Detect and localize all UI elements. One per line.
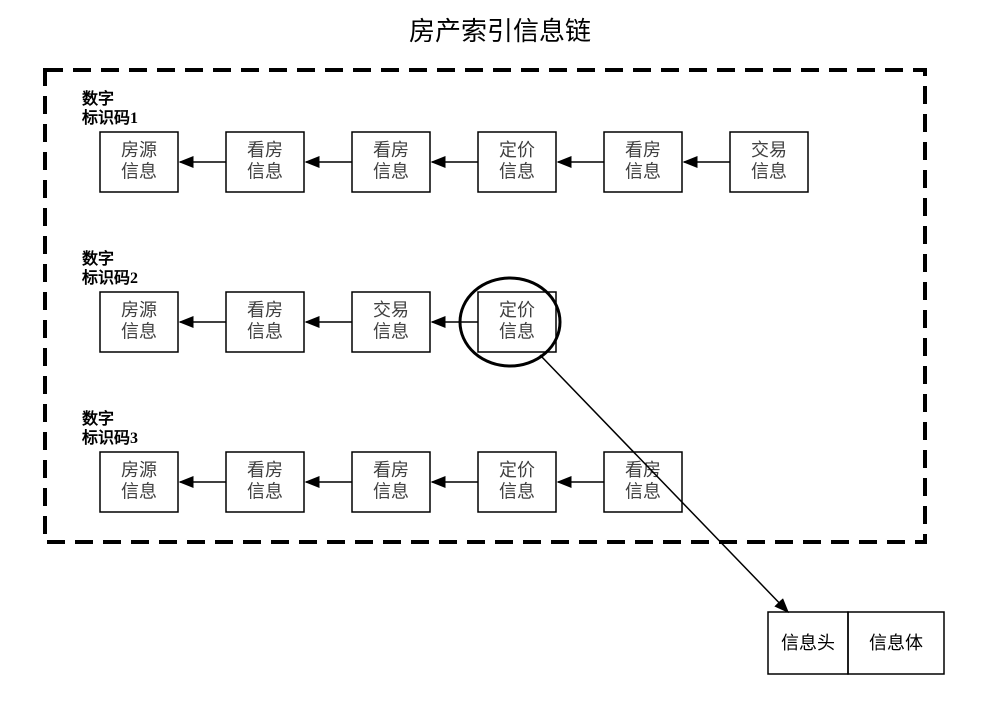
- node-text: 交易信息: [751, 140, 787, 182]
- node-text: 看房信息: [247, 460, 283, 502]
- node-chain2-1: 房源信息: [100, 292, 178, 352]
- node-chain3-1: 房源信息: [100, 452, 178, 512]
- node-text: 交易信息: [373, 300, 409, 342]
- node-text: 房源信息: [121, 140, 157, 182]
- node-chain1-6: 交易信息: [730, 132, 808, 192]
- node-chain2-2: 看房信息: [226, 292, 304, 352]
- node-chain2-3: 交易信息: [352, 292, 430, 352]
- node-text: 看房信息: [625, 140, 661, 182]
- node-chain3-3: 看房信息: [352, 452, 430, 512]
- node-chain3-2: 看房信息: [226, 452, 304, 512]
- info-head-label: 信息头: [781, 633, 835, 653]
- node-chain1-2: 看房信息: [226, 132, 304, 192]
- node-chain1-1: 房源信息: [100, 132, 178, 192]
- node-chain1-4: 定价信息: [478, 132, 556, 192]
- node-chain3-4: 定价信息: [478, 452, 556, 512]
- node-chain2-4: 定价信息: [478, 292, 556, 352]
- diagram-title: 房产索引信息链: [409, 17, 591, 46]
- node-text: 房源信息: [121, 460, 157, 502]
- node-text: 看房信息: [247, 140, 283, 182]
- node-text: 看房信息: [247, 300, 283, 342]
- info-body-label: 信息体: [869, 633, 923, 653]
- node-text: 看房信息: [373, 460, 409, 502]
- diagram-canvas: 房产索引信息链数字标识码1房源信息看房信息看房信息定价信息看房信息交易信息数字标…: [0, 0, 1000, 711]
- info-pair: 信息头 信息体: [768, 612, 944, 674]
- node-chain1-5: 看房信息: [604, 132, 682, 192]
- chain-label-2: 数字标识码2: [81, 249, 138, 287]
- node-text: 定价信息: [499, 140, 535, 182]
- node-text: 定价信息: [499, 460, 535, 502]
- node-text: 定价信息: [499, 300, 535, 342]
- node-text: 看房信息: [625, 460, 661, 502]
- node-text: 房源信息: [121, 300, 157, 342]
- chain-label-3: 数字标识码3: [81, 409, 138, 447]
- dashed-container: [45, 70, 925, 542]
- chain-label-1: 数字标识码1: [81, 89, 138, 127]
- pointer-line: [540, 355, 788, 612]
- node-chain1-3: 看房信息: [352, 132, 430, 192]
- node-text: 看房信息: [373, 140, 409, 182]
